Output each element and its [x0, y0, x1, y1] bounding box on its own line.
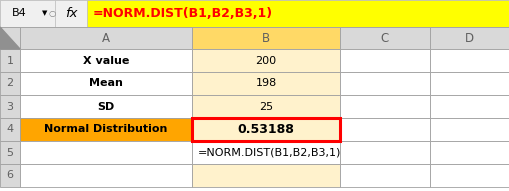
Bar — [20, 118, 192, 141]
Bar — [340, 95, 430, 118]
Bar — [340, 164, 430, 187]
Bar — [192, 72, 340, 95]
Text: A: A — [102, 32, 110, 45]
Bar — [192, 141, 340, 164]
Bar — [20, 72, 192, 95]
Bar — [0, 0, 55, 27]
Text: 1: 1 — [7, 56, 14, 66]
Polygon shape — [0, 27, 20, 49]
Text: 2: 2 — [7, 79, 14, 88]
Bar — [192, 118, 340, 141]
Text: 198: 198 — [256, 79, 276, 88]
Bar — [0, 141, 20, 164]
Bar — [20, 141, 192, 164]
Bar — [0, 49, 20, 72]
Bar — [0, 164, 20, 187]
Bar — [192, 49, 340, 72]
Bar — [0, 27, 20, 49]
Text: =NORM.DIST(B1,B2,B3,1): =NORM.DIST(B1,B2,B3,1) — [198, 147, 342, 158]
Text: 3: 3 — [7, 101, 14, 112]
Text: 6: 6 — [7, 171, 14, 180]
Bar — [0, 95, 20, 118]
Bar — [192, 27, 340, 49]
Text: =NORM.DIST(B1,B2,B3,1): =NORM.DIST(B1,B2,B3,1) — [93, 7, 273, 20]
Text: B: B — [262, 32, 270, 45]
Text: C: C — [381, 32, 389, 45]
Text: 0.53188: 0.53188 — [238, 123, 294, 136]
Text: SD: SD — [97, 101, 115, 112]
Text: X value: X value — [83, 56, 129, 66]
Bar — [20, 164, 192, 187]
Bar — [87, 0, 509, 27]
Bar — [340, 49, 430, 72]
Text: 25: 25 — [259, 101, 273, 112]
Text: fx: fx — [65, 7, 77, 20]
Text: Normal Distribution: Normal Distribution — [44, 125, 167, 134]
Bar — [340, 72, 430, 95]
Bar — [192, 95, 340, 118]
Text: B4: B4 — [12, 9, 26, 19]
Bar — [430, 72, 509, 95]
Text: D: D — [465, 32, 474, 45]
Text: 200: 200 — [256, 56, 276, 66]
Bar — [430, 27, 509, 49]
Text: 5: 5 — [7, 147, 14, 158]
Bar — [55, 0, 87, 27]
Bar — [20, 49, 192, 72]
Bar — [430, 141, 509, 164]
Bar — [192, 164, 340, 187]
Text: Mean: Mean — [89, 79, 123, 88]
Bar — [20, 95, 192, 118]
Bar — [430, 118, 509, 141]
Bar — [192, 118, 340, 141]
Bar — [340, 141, 430, 164]
Bar — [430, 95, 509, 118]
Bar — [430, 164, 509, 187]
Bar — [0, 118, 20, 141]
Text: 4: 4 — [7, 125, 14, 134]
Bar — [340, 118, 430, 141]
Bar — [430, 49, 509, 72]
Bar — [0, 0, 509, 27]
Bar — [340, 27, 430, 49]
Text: ▼: ▼ — [42, 11, 48, 16]
Bar — [0, 72, 20, 95]
Bar — [20, 27, 192, 49]
Text: ○: ○ — [48, 9, 55, 18]
